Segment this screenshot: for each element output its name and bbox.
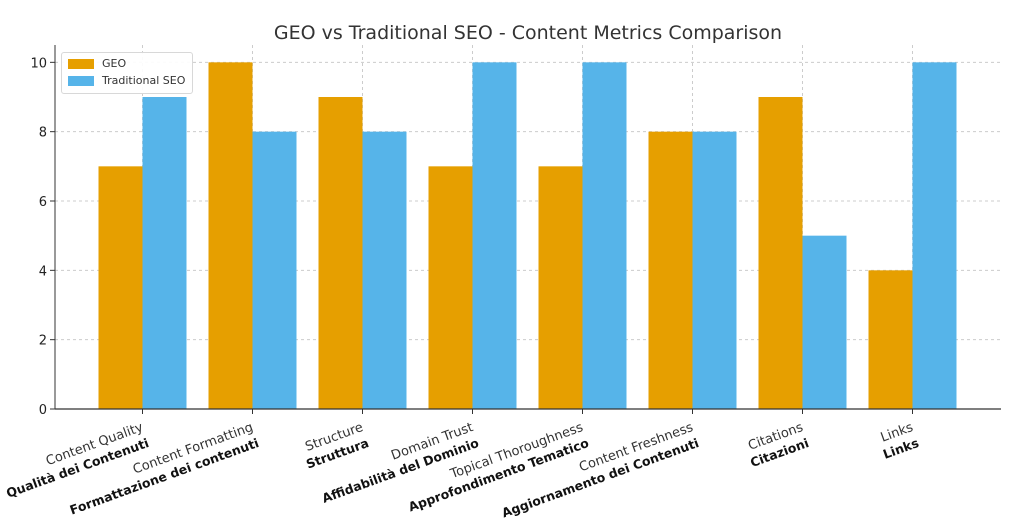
legend-item-traditional-seo: Traditional SEO xyxy=(68,74,185,87)
bar-geo xyxy=(758,97,803,409)
bar-traditional-seo xyxy=(582,62,627,409)
grid-lines xyxy=(55,45,1001,409)
bar-traditional-seo xyxy=(252,131,297,409)
bar-geo xyxy=(868,270,913,409)
bar-geo xyxy=(538,166,583,409)
bars xyxy=(98,62,957,409)
bar-traditional-seo xyxy=(362,131,407,409)
y-tick-label: 4 xyxy=(39,264,47,279)
bar-geo xyxy=(428,166,473,409)
bar-geo xyxy=(648,131,693,409)
legend-item-geo: GEO xyxy=(68,57,126,70)
legend: GEO Traditional SEO xyxy=(61,52,193,94)
y-tick-label: 8 xyxy=(39,126,47,141)
bar-geo xyxy=(208,62,253,409)
legend-label-geo: GEO xyxy=(102,57,127,70)
y-tick-label: 6 xyxy=(39,195,47,210)
legend-swatch-traditional-seo xyxy=(68,75,94,86)
bar-traditional-seo xyxy=(692,131,737,409)
y-tick-label: 0 xyxy=(39,403,47,418)
y-tick-label: 10 xyxy=(30,56,47,71)
legend-swatch-geo xyxy=(68,58,94,69)
bar-geo xyxy=(98,166,143,409)
bar-traditional-seo xyxy=(802,235,847,409)
bar-traditional-seo xyxy=(142,97,187,409)
legend-label-traditional-seo: Traditional SEO xyxy=(102,74,186,87)
bar-traditional-seo xyxy=(472,62,517,409)
chart-title: GEO vs Traditional SEO - Content Metrics… xyxy=(274,22,782,44)
y-tick-label: 2 xyxy=(39,334,47,349)
bar-geo xyxy=(318,97,363,409)
bar-traditional-seo xyxy=(912,62,957,409)
axes xyxy=(50,45,1001,414)
